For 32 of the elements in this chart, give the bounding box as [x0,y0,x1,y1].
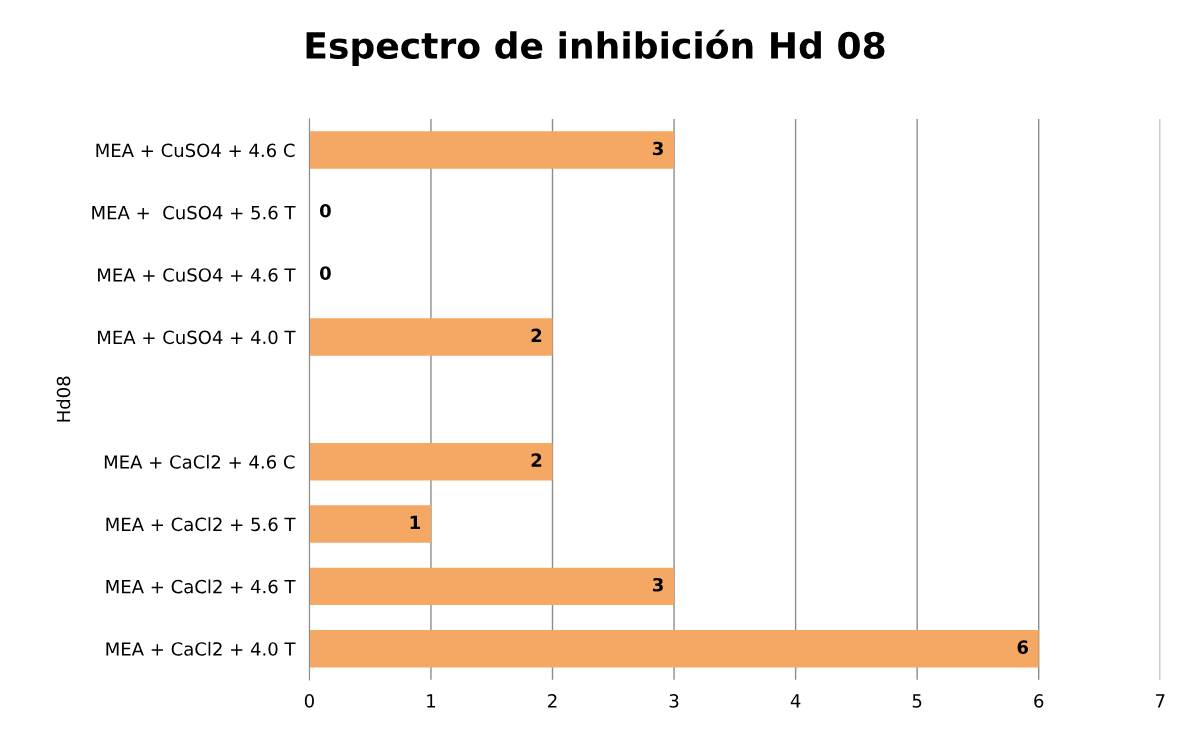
data-label: 0 [319,266,331,280]
y-tick-label: MEA + CaCl2 + 5.6 T [106,517,296,532]
data-label: 1 [410,515,420,529]
data-label: 6 [1017,640,1029,654]
y-tick-label: MEA + CuSO4 + 4.0 T [98,330,296,345]
y-axis-title: Hd08 [56,376,71,422]
x-tick-label: 0 [304,694,314,708]
x-tick-label: 5 [912,694,922,708]
y-tick-label: MEA + CaCl2 + 4.6 C [104,454,295,469]
chart-title: Espectro de inhibición Hd 08 [306,29,885,67]
bar [309,318,553,356]
y-tick-label: MEA + CaCl2 + 4.0 T [106,641,296,656]
x-tick-label: 2 [548,694,557,708]
bar [309,505,431,543]
bar [309,131,675,169]
y-tick-label: MEA + CuSO4 + 4.6 C [96,143,295,158]
y-tick-label: MEA + CuSO4 + 4.6 T [98,268,296,282]
data-label: 0 [319,203,331,218]
data-label: 2 [531,328,542,343]
bar [309,567,675,606]
data-label: 3 [652,577,663,592]
bar [309,629,1039,668]
x-tick-label: 3 [669,694,679,708]
x-tick-label: 1 [427,694,436,708]
y-tick-label: MEA + CuSO4 + 5.6 T [92,205,296,220]
data-label: 3 [652,141,663,156]
x-tick-label: 6 [1034,694,1044,708]
x-tick-label: 7 [1155,694,1165,708]
y-tick-label: MEA + CaCl2 + 4.6 T [106,579,296,594]
x-tick-label: 4 [790,694,801,708]
data-label: 2 [531,453,542,467]
bar [309,442,553,481]
